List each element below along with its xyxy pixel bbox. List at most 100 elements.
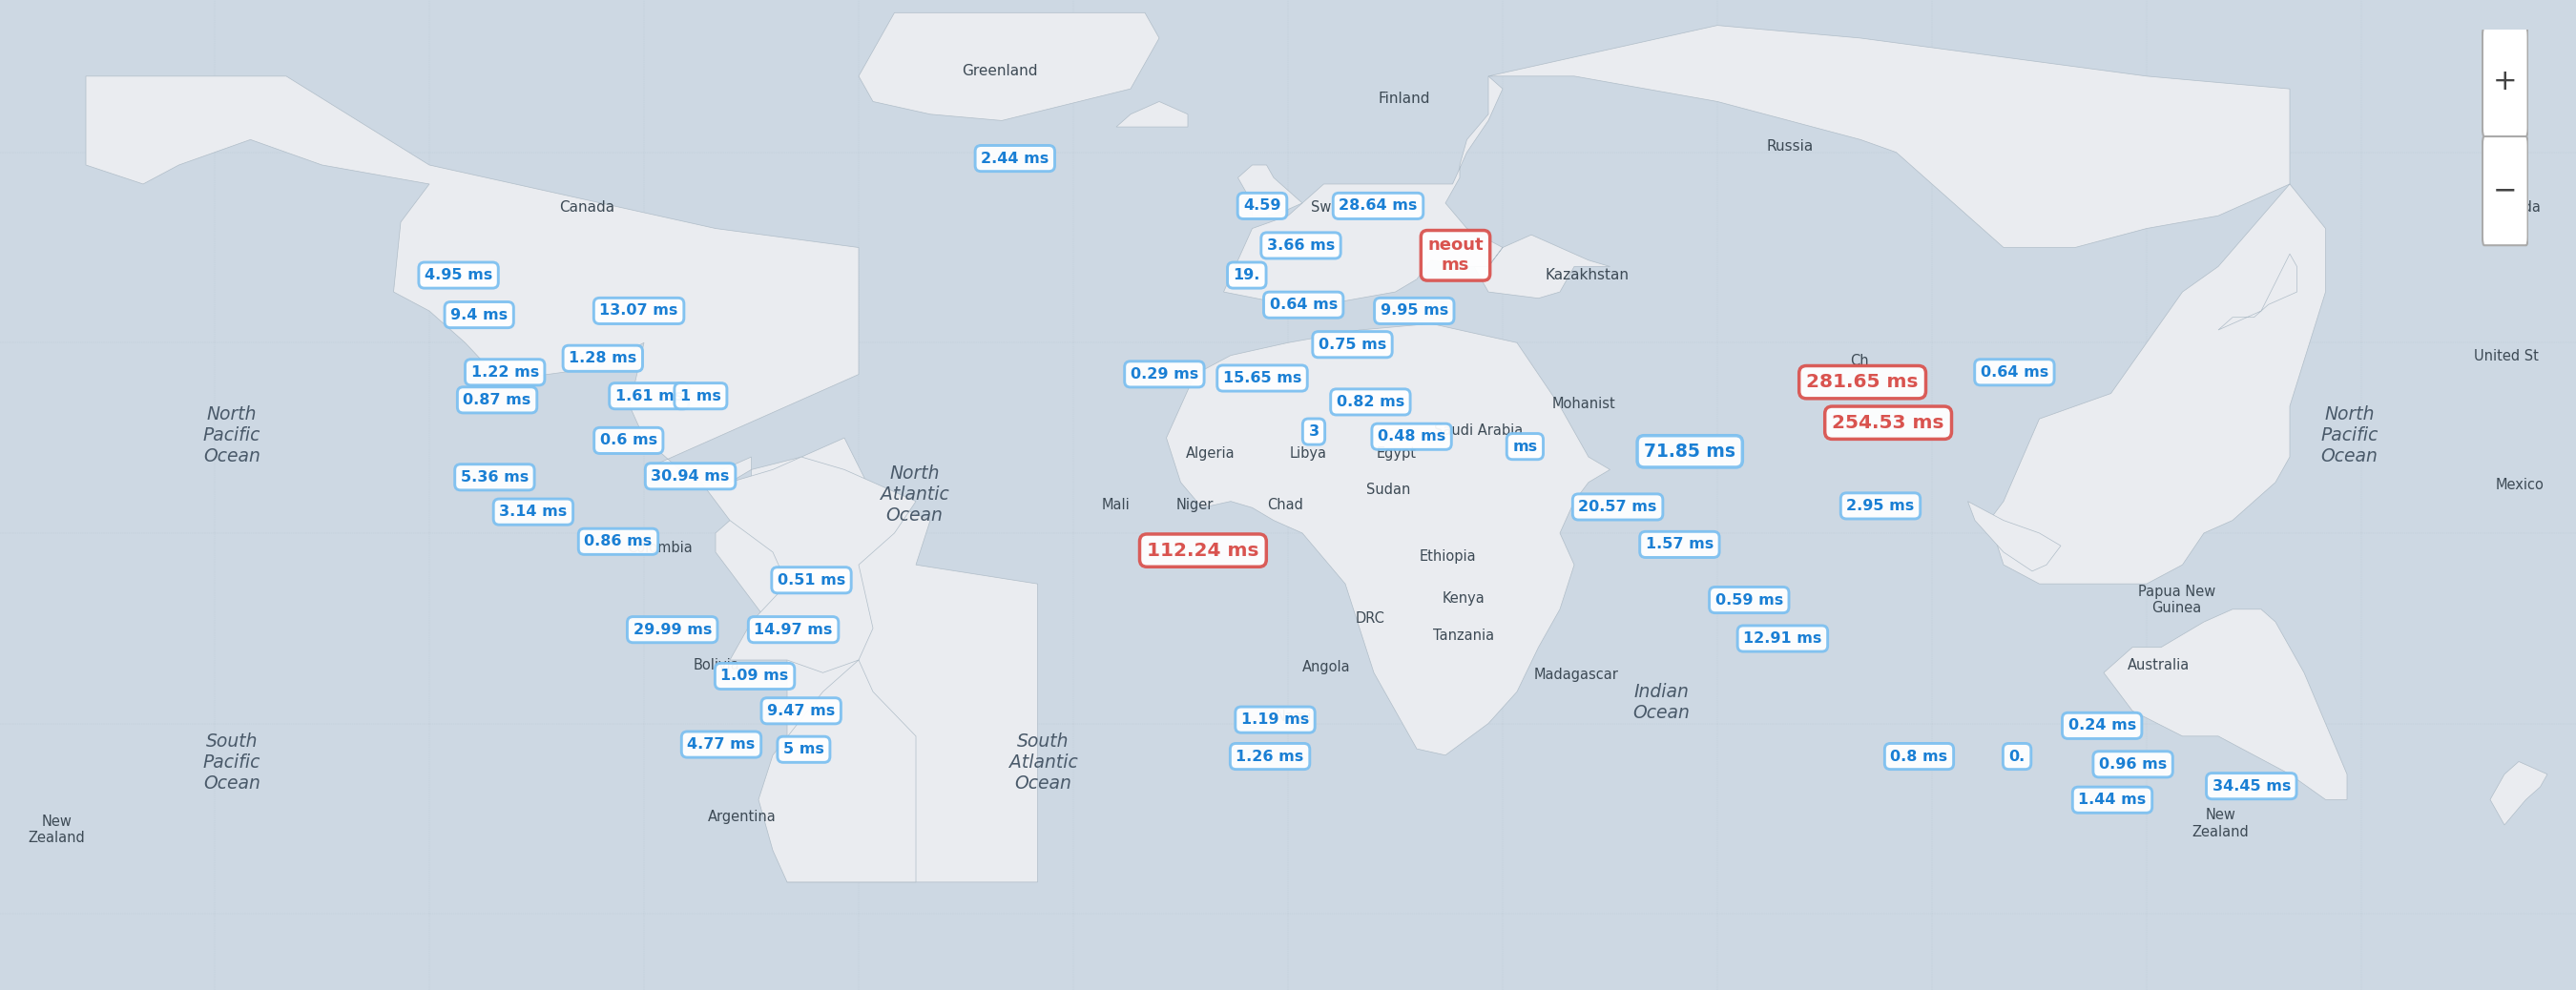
Text: 0.64 ms: 0.64 ms bbox=[1270, 298, 1337, 312]
Polygon shape bbox=[2218, 253, 2298, 330]
Text: Libya: Libya bbox=[1291, 446, 1327, 460]
Text: 2.95 ms: 2.95 ms bbox=[1847, 499, 1914, 513]
Text: United St: United St bbox=[2473, 349, 2540, 363]
Text: Argentina: Argentina bbox=[708, 810, 775, 824]
Text: 112.24 ms: 112.24 ms bbox=[1146, 542, 1260, 559]
Text: 1.44 ms: 1.44 ms bbox=[2079, 793, 2146, 807]
Text: 1.22 ms: 1.22 ms bbox=[471, 365, 538, 379]
Text: 28.64 ms: 28.64 ms bbox=[1340, 199, 1417, 213]
Text: 1.28 ms: 1.28 ms bbox=[569, 351, 636, 365]
Text: 0.59 ms: 0.59 ms bbox=[1716, 593, 1783, 607]
Text: Russia: Russia bbox=[1767, 140, 1814, 153]
Text: North
Pacific
Ocean: North Pacific Ocean bbox=[204, 406, 260, 465]
Text: 15.65 ms: 15.65 ms bbox=[1224, 371, 1301, 385]
Text: 9.47 ms: 9.47 ms bbox=[768, 704, 835, 718]
Text: Mohanist: Mohanist bbox=[1553, 397, 1615, 411]
Polygon shape bbox=[2491, 761, 2548, 825]
Text: 1.57 ms: 1.57 ms bbox=[1646, 538, 1713, 551]
Text: 0.24 ms: 0.24 ms bbox=[2069, 719, 2136, 733]
Polygon shape bbox=[1115, 102, 1188, 127]
Text: Papua New
Guinea: Papua New Guinea bbox=[2138, 584, 2215, 616]
Text: 3: 3 bbox=[1309, 425, 1319, 439]
Polygon shape bbox=[1489, 26, 2326, 584]
Text: Canada: Canada bbox=[2488, 201, 2540, 215]
Text: 13.07 ms: 13.07 ms bbox=[600, 304, 677, 318]
Text: 0.51 ms: 0.51 ms bbox=[778, 573, 845, 587]
Text: DRC: DRC bbox=[1355, 612, 1386, 626]
Text: North
Atlantic
Ocean: North Atlantic Ocean bbox=[881, 465, 948, 525]
Text: Colombia: Colombia bbox=[626, 541, 693, 554]
Text: South
Atlantic
Ocean: South Atlantic Ocean bbox=[1010, 733, 1077, 792]
Text: 0.29 ms: 0.29 ms bbox=[1131, 367, 1198, 381]
Text: Bolivia: Bolivia bbox=[693, 658, 739, 672]
Text: Mali: Mali bbox=[1100, 498, 1131, 512]
Text: 1.19 ms: 1.19 ms bbox=[1242, 713, 1309, 727]
Text: 0.82 ms: 0.82 ms bbox=[1337, 395, 1404, 409]
Text: 3.66 ms: 3.66 ms bbox=[1267, 239, 1334, 252]
FancyBboxPatch shape bbox=[2483, 137, 2527, 246]
Text: 9.4 ms: 9.4 ms bbox=[451, 308, 507, 322]
Text: 0.75 ms: 0.75 ms bbox=[1319, 338, 1386, 351]
Polygon shape bbox=[1224, 76, 1610, 305]
Text: 1.09 ms: 1.09 ms bbox=[721, 669, 788, 683]
Text: Angola: Angola bbox=[1303, 660, 1350, 674]
Text: New
Zealand: New Zealand bbox=[2192, 808, 2249, 840]
Text: New
Zealand: New Zealand bbox=[28, 814, 85, 845]
Text: Canada: Canada bbox=[559, 201, 616, 215]
Text: Indian
Ocean: Indian Ocean bbox=[1633, 683, 1690, 723]
Text: 0.86 ms: 0.86 ms bbox=[585, 535, 652, 548]
Text: Mexico: Mexico bbox=[2496, 478, 2543, 492]
Text: 281.65 ms: 281.65 ms bbox=[1806, 373, 1919, 391]
Text: 0.6 ms: 0.6 ms bbox=[600, 434, 657, 447]
Text: 254.53 ms: 254.53 ms bbox=[1832, 414, 1945, 432]
Polygon shape bbox=[1167, 324, 1610, 755]
Text: 34.45 ms: 34.45 ms bbox=[2213, 779, 2290, 793]
Text: Ethiopia: Ethiopia bbox=[1419, 549, 1476, 563]
Text: 12.91 ms: 12.91 ms bbox=[1744, 632, 1821, 645]
Text: 4.59: 4.59 bbox=[1244, 199, 1280, 213]
Text: Niger: Niger bbox=[1177, 498, 1213, 512]
Polygon shape bbox=[1239, 165, 1303, 216]
Text: 0.48 ms: 0.48 ms bbox=[1378, 430, 1445, 444]
Text: Finland: Finland bbox=[1378, 92, 1430, 106]
Text: 1 ms: 1 ms bbox=[680, 389, 721, 403]
Text: −: − bbox=[2494, 177, 2517, 205]
Text: 0.64 ms: 0.64 ms bbox=[1981, 365, 2048, 379]
Text: Kenya: Kenya bbox=[1443, 592, 1484, 606]
Text: Greenland: Greenland bbox=[961, 64, 1038, 78]
FancyBboxPatch shape bbox=[2483, 28, 2527, 137]
Text: Tanzania: Tanzania bbox=[1432, 629, 1494, 643]
Text: Algeria: Algeria bbox=[1185, 446, 1236, 460]
Text: 4.77 ms: 4.77 ms bbox=[688, 738, 755, 751]
Text: 20.57 ms: 20.57 ms bbox=[1579, 500, 1656, 514]
Polygon shape bbox=[858, 13, 1159, 121]
Text: +: + bbox=[2494, 68, 2517, 96]
Text: 0.: 0. bbox=[2009, 749, 2025, 763]
Text: 1.61 ms: 1.61 ms bbox=[616, 389, 683, 403]
Text: Egypt: Egypt bbox=[1376, 446, 1417, 460]
Text: 30.94 ms: 30.94 ms bbox=[652, 469, 729, 483]
Text: Ch: Ch bbox=[1850, 354, 1870, 368]
Text: Nami: Nami bbox=[1275, 710, 1311, 724]
Text: ms: ms bbox=[1512, 440, 1538, 453]
Text: Sudan: Sudan bbox=[1365, 483, 1412, 497]
Text: 5.36 ms: 5.36 ms bbox=[461, 470, 528, 484]
Text: Chad: Chad bbox=[1267, 498, 1303, 512]
Text: South
Pacific
Ocean: South Pacific Ocean bbox=[204, 733, 260, 792]
Text: 19.: 19. bbox=[1234, 268, 1260, 282]
Text: 29.99 ms: 29.99 ms bbox=[634, 623, 711, 637]
Text: North
Pacific
Ocean: North Pacific Ocean bbox=[2321, 406, 2378, 465]
Text: Sw: Sw bbox=[1311, 201, 1332, 215]
Text: Australia: Australia bbox=[2128, 658, 2190, 672]
Text: 2.44 ms: 2.44 ms bbox=[981, 151, 1048, 165]
Text: 4.95 ms: 4.95 ms bbox=[425, 268, 492, 282]
Text: Kazakhstan: Kazakhstan bbox=[1546, 268, 1628, 282]
Text: 9.95 ms: 9.95 ms bbox=[1381, 304, 1448, 318]
Polygon shape bbox=[85, 76, 1038, 882]
Polygon shape bbox=[2105, 609, 2347, 800]
Text: 0.96 ms: 0.96 ms bbox=[2099, 757, 2166, 771]
Text: 5 ms: 5 ms bbox=[783, 742, 824, 756]
Text: 3.14 ms: 3.14 ms bbox=[500, 505, 567, 519]
Text: 0.8 ms: 0.8 ms bbox=[1891, 749, 1947, 763]
Text: Saudi Arabia: Saudi Arabia bbox=[1435, 424, 1522, 438]
